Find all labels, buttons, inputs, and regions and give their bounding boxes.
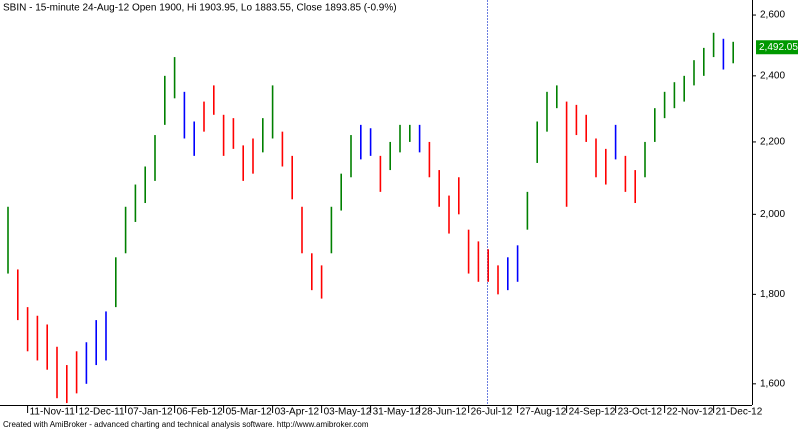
- chart-title: SBIN - 15-minute 24-Aug-12 Open 1900, Hi…: [3, 3, 397, 14]
- footer: Created with AmiBroker - advanced charti…: [3, 420, 369, 429]
- last-value-box: [756, 40, 798, 55]
- x-tick-label: 27-Aug-12: [520, 407, 567, 418]
- y-tick-label: 1,600: [760, 378, 785, 389]
- x-tick-label: 06-Feb-12: [177, 407, 224, 418]
- y-tick-label: 1,800: [760, 289, 785, 300]
- x-tick-label: 21-Dec-12: [716, 407, 763, 418]
- x-tick-label: 26-Jul-12: [471, 407, 513, 418]
- y-tick-label: 2,200: [760, 137, 785, 148]
- x-tick-label: 12-Dec-11: [79, 407, 125, 418]
- x-tick-label: 31-May-12: [373, 407, 421, 418]
- y-tick-label: 2,600: [760, 10, 785, 21]
- last-value-label: 2,492.05: [759, 42, 798, 53]
- x-tick-label: 22-Nov-12: [667, 407, 714, 418]
- x-tick-label: 03-May-12: [324, 407, 372, 418]
- x-tick-label: 05-Mar-12: [226, 407, 273, 418]
- x-tick-label: 23-Oct-12: [618, 407, 663, 418]
- x-tick-label: 24-Sep-12: [569, 407, 616, 418]
- y-tick-label: 2,400: [760, 70, 785, 81]
- x-tick-label: 03-Apr-12: [275, 407, 320, 418]
- x-tick-label: 11-Nov-11: [30, 407, 76, 418]
- x-tick-label: 28-Jun-12: [422, 407, 467, 418]
- y-tick-label: 2,000: [760, 209, 785, 220]
- x-tick-label: 07-Jan-12: [128, 407, 173, 418]
